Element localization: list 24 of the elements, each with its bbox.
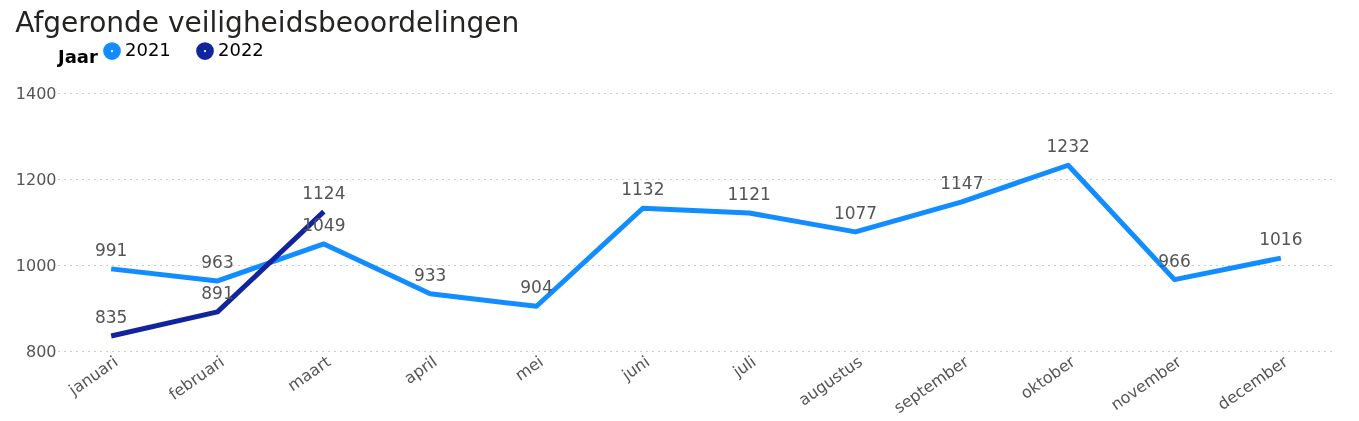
data-label: 1077: [833, 202, 878, 223]
data-label: 835: [94, 306, 128, 327]
data-label: 1232: [1046, 136, 1090, 157]
y-tick-label: 800: [25, 341, 57, 361]
x-tick-label: mei: [511, 351, 547, 385]
data-label: 991: [94, 239, 128, 260]
data-label: 1121: [727, 183, 771, 204]
data-label: 904: [520, 277, 553, 298]
legend-label: 2021: [125, 39, 171, 61]
y-tick-label: 1200: [15, 169, 57, 189]
y-tick-label: 1400: [15, 83, 57, 103]
data-label: 1132: [621, 179, 665, 200]
data-label: 1147: [940, 172, 984, 193]
data-label: 891: [201, 282, 234, 303]
y-tick-label: 1000: [15, 255, 57, 275]
data-label: 933: [413, 264, 447, 285]
data-label: 963: [201, 251, 234, 272]
data-label: 1016: [1259, 229, 1303, 250]
chart-title: Afgeronde veiligheidsbeoordelingen: [15, 6, 520, 39]
x-tick-label: juli: [728, 351, 760, 382]
legend-title: Jaar: [56, 46, 98, 67]
data-label: 1124: [302, 182, 346, 203]
data-label: 966: [1158, 250, 1191, 271]
legend-label: 2022: [218, 39, 264, 61]
